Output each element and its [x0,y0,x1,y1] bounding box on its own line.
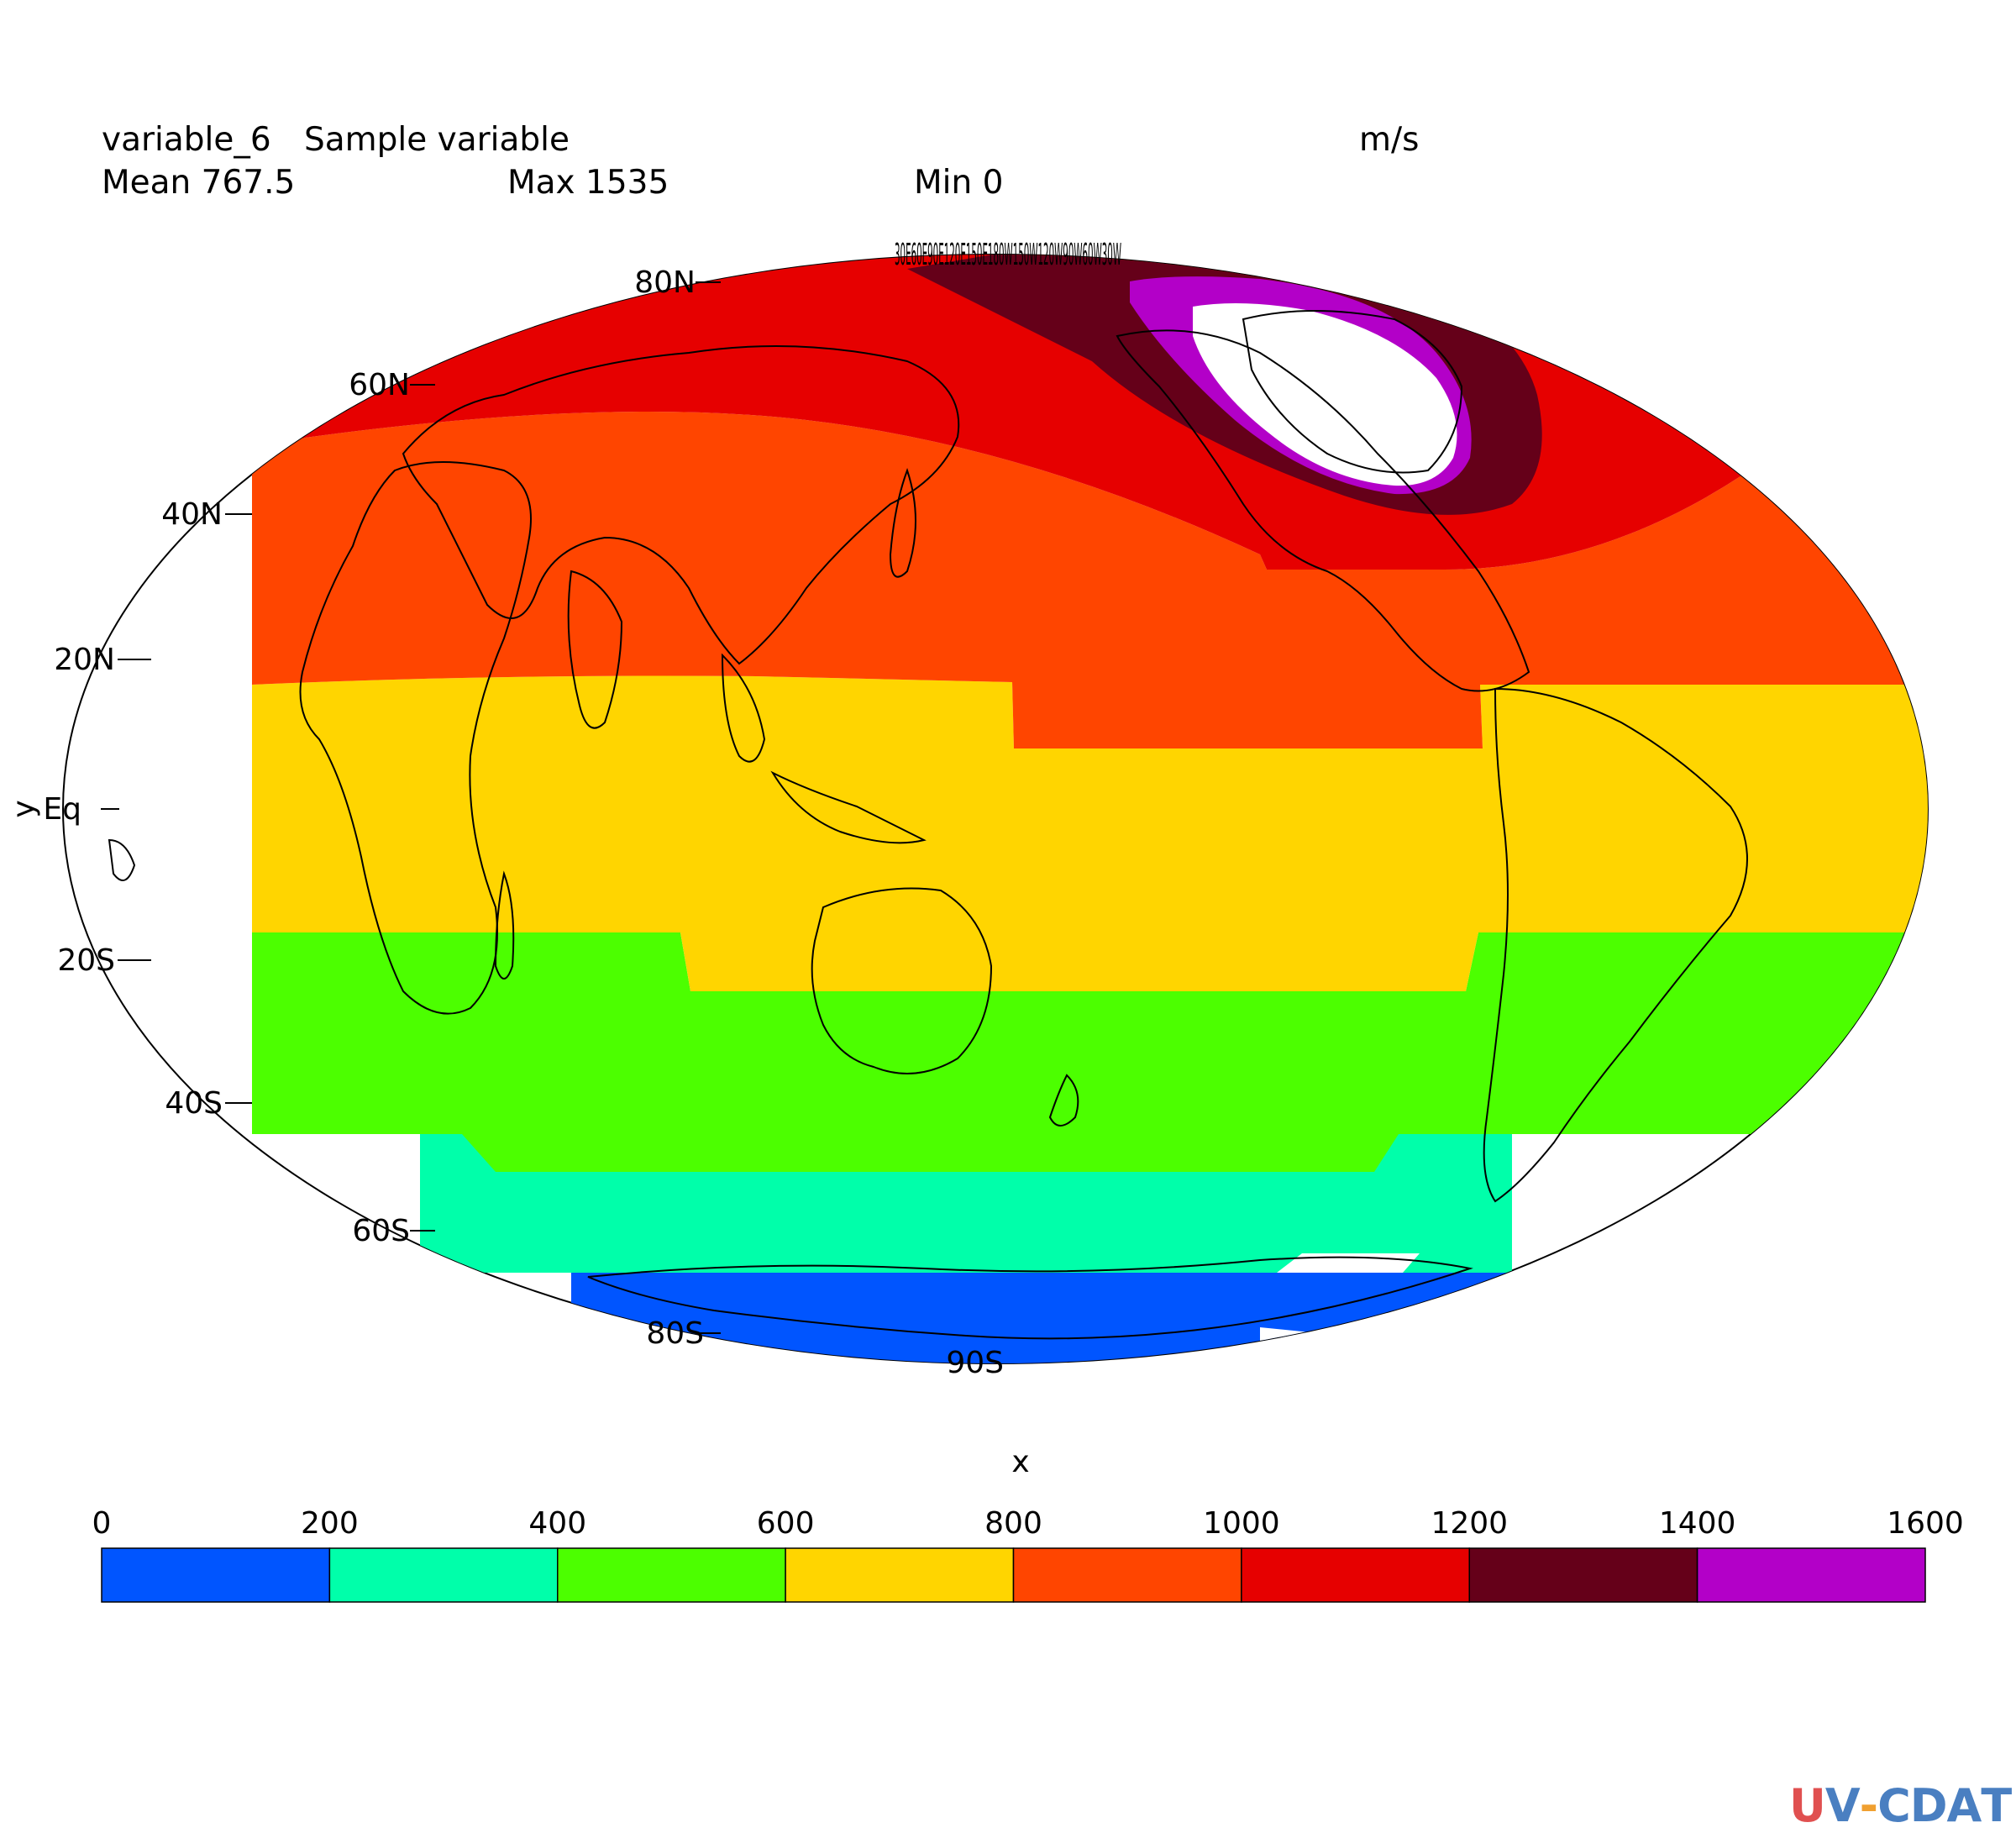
colorbar-tick-label: 800 [984,1506,1042,1541]
lat-label-80s: 80S [646,1316,704,1351]
colorbar-swatch [557,1547,786,1603]
colorbar-swatches [101,1547,1926,1603]
colorbar-tick-labels: 0 200 400 600 800 1000 1200 1400 1600 [92,1506,1964,1541]
mean-label: Mean 767.5 [102,164,296,202]
lat-label-90s: 90S [946,1346,1004,1380]
colorbar-swatch [1696,1547,1926,1603]
colorbar-tick-label: 1600 [1887,1506,1964,1541]
max-label: Max 1535 [507,164,669,202]
lat-label-60s: 60S [352,1214,410,1248]
uvcdat-logo: UV-CDAT [1789,1779,2012,1832]
lat-ticks [101,281,721,1334]
colorbar-tick-label: 0 [92,1506,112,1541]
colorbar-swatch [328,1547,559,1603]
variable-name: variable_6 [102,121,271,159]
x-axis-label: x [1011,1445,1029,1479]
colorbar-tick-label: 1000 [1203,1506,1280,1541]
band-400-600 [252,932,1928,1172]
min-label: Min 0 [914,164,1004,202]
coastlines [108,310,1748,1340]
colorbar-tick-label: 1400 [1659,1506,1736,1541]
colorbar-swatch [785,1547,1015,1603]
lat-label-20s: 20S [57,943,115,978]
colorbar-tick-label: 200 [301,1506,359,1541]
band-800-1000 [252,412,1928,748]
colorbar-tick-label: 600 [757,1506,815,1541]
lat-label-80n: 80N [634,265,696,300]
lat-label-40s: 40S [165,1086,223,1121]
colorbar-swatch [1012,1547,1242,1603]
logo-letter: A [1946,1779,1982,1832]
colorbar-tick-label: 400 [528,1506,586,1541]
lat-label-60n: 60N [349,368,410,402]
logo-letter: T [1981,1779,2012,1832]
lat-label-40n: 40N [161,497,223,532]
lat-label-eq: Eq [43,792,81,827]
variable-long-name: Sample variable [304,121,570,159]
lon-labels-overlap: 30E60E90E120E150E180W150W120W90W60W30W [895,238,1121,272]
colorbar-swatch [1468,1547,1698,1603]
logo-letter: C [1877,1779,1911,1832]
lat-label-20n: 20N [54,643,115,677]
y-axis-label: y [7,800,41,817]
logo-letter: U [1789,1779,1826,1832]
band-600-800 [252,675,1928,991]
logo-letter: D [1909,1779,1948,1832]
colorbar-swatch [101,1547,331,1603]
max-core [1193,303,1457,486]
colorbar-swatch [1241,1547,1470,1603]
logo-letter: - [1859,1779,1878,1832]
logo-letter: V [1824,1779,1861,1832]
colorbar-tick-label: 1200 [1431,1506,1508,1541]
variable-units: m/s [1359,121,1420,159]
